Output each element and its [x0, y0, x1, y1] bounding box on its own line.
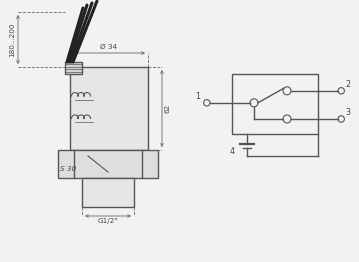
Bar	[232, 74, 318, 134]
Text: 4: 4	[230, 146, 235, 156]
Bar	[58, 150, 158, 178]
Bar	[65, 62, 82, 74]
Text: Ø 34: Ø 34	[101, 44, 117, 50]
Text: S 30: S 30	[60, 166, 76, 172]
Text: 180...200: 180...200	[9, 22, 15, 57]
Text: 2: 2	[345, 80, 350, 89]
Text: 62: 62	[164, 104, 170, 113]
Bar	[70, 67, 148, 150]
Text: 1: 1	[196, 92, 201, 101]
Text: G1/2": G1/2"	[98, 218, 118, 224]
Text: 3: 3	[345, 108, 350, 117]
Bar	[82, 178, 134, 207]
